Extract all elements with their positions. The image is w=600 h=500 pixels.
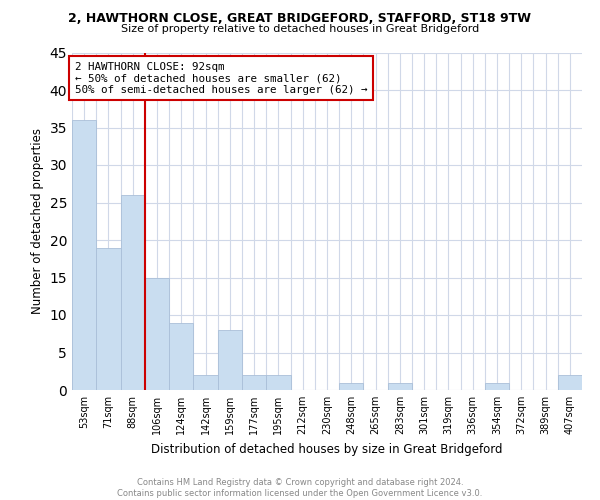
Bar bbox=[145, 278, 169, 390]
Bar bbox=[193, 375, 218, 390]
Text: 2, HAWTHORN CLOSE, GREAT BRIDGEFORD, STAFFORD, ST18 9TW: 2, HAWTHORN CLOSE, GREAT BRIDGEFORD, STA… bbox=[68, 12, 532, 26]
Bar bbox=[218, 330, 242, 390]
Bar bbox=[339, 382, 364, 390]
Text: Contains HM Land Registry data © Crown copyright and database right 2024.
Contai: Contains HM Land Registry data © Crown c… bbox=[118, 478, 482, 498]
Text: 2 HAWTHORN CLOSE: 92sqm
← 50% of detached houses are smaller (62)
50% of semi-de: 2 HAWTHORN CLOSE: 92sqm ← 50% of detache… bbox=[75, 62, 367, 94]
Y-axis label: Number of detached properties: Number of detached properties bbox=[31, 128, 44, 314]
Bar bbox=[388, 382, 412, 390]
Bar bbox=[121, 195, 145, 390]
Bar bbox=[96, 248, 121, 390]
Bar bbox=[242, 375, 266, 390]
Bar bbox=[72, 120, 96, 390]
Text: Size of property relative to detached houses in Great Bridgeford: Size of property relative to detached ho… bbox=[121, 24, 479, 34]
Bar bbox=[169, 322, 193, 390]
X-axis label: Distribution of detached houses by size in Great Bridgeford: Distribution of detached houses by size … bbox=[151, 442, 503, 456]
Bar bbox=[558, 375, 582, 390]
Bar bbox=[485, 382, 509, 390]
Bar bbox=[266, 375, 290, 390]
